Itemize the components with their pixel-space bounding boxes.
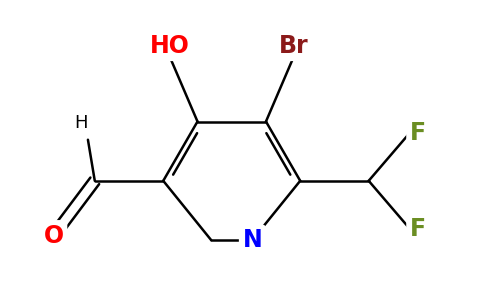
Text: F: F (410, 217, 426, 241)
Text: H: H (75, 113, 88, 131)
Text: HO: HO (150, 34, 190, 58)
Text: F: F (410, 121, 426, 145)
Text: N: N (242, 228, 262, 252)
Text: O: O (44, 224, 64, 248)
Text: Br: Br (279, 34, 308, 58)
